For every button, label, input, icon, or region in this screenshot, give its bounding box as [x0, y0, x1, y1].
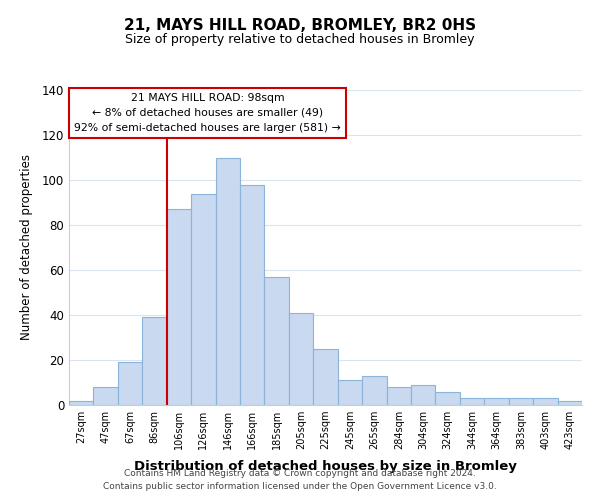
Bar [338, 380, 362, 405]
Text: Size of property relative to detached houses in Bromley: Size of property relative to detached ho… [125, 32, 475, 46]
Bar [191, 194, 215, 405]
Text: Contains public sector information licensed under the Open Government Licence v3: Contains public sector information licen… [103, 482, 497, 491]
Y-axis label: Number of detached properties: Number of detached properties [20, 154, 34, 340]
Bar [167, 209, 191, 405]
Bar [69, 400, 94, 405]
Text: Contains HM Land Registry data © Crown copyright and database right 2024.: Contains HM Land Registry data © Crown c… [124, 468, 476, 477]
Bar [411, 385, 436, 405]
Bar [215, 158, 240, 405]
Text: 21 MAYS HILL ROAD: 98sqm
← 8% of detached houses are smaller (49)
92% of semi-de: 21 MAYS HILL ROAD: 98sqm ← 8% of detache… [74, 93, 341, 133]
Bar [265, 277, 289, 405]
Bar [509, 398, 533, 405]
X-axis label: Distribution of detached houses by size in Bromley: Distribution of detached houses by size … [134, 460, 517, 473]
Bar [557, 400, 582, 405]
Bar [313, 349, 338, 405]
Bar [118, 362, 142, 405]
Bar [142, 318, 167, 405]
Bar [533, 398, 557, 405]
Bar [240, 184, 265, 405]
Bar [460, 398, 484, 405]
Bar [362, 376, 386, 405]
Bar [94, 387, 118, 405]
Text: 21, MAYS HILL ROAD, BROMLEY, BR2 0HS: 21, MAYS HILL ROAD, BROMLEY, BR2 0HS [124, 18, 476, 32]
Bar [436, 392, 460, 405]
Bar [289, 313, 313, 405]
Bar [484, 398, 509, 405]
Bar [386, 387, 411, 405]
